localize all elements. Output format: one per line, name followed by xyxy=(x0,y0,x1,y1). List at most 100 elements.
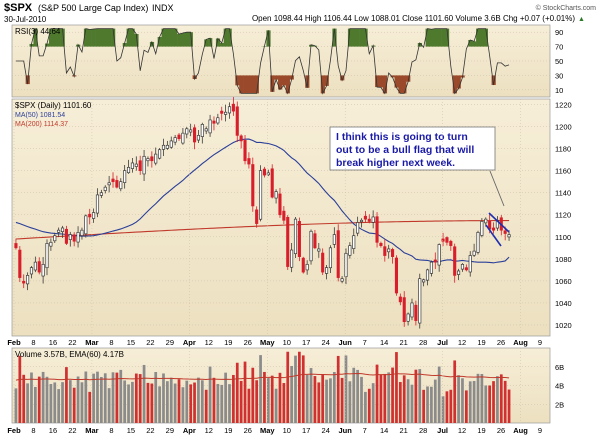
candle-body xyxy=(50,242,52,246)
rsi-overbought-fill xyxy=(96,29,100,47)
x-tick-label: 14 xyxy=(380,426,388,435)
x-tick-label: 28 xyxy=(419,338,427,347)
legend-ma200: MA(200) 1114.37 xyxy=(15,121,68,128)
candle-body xyxy=(434,260,436,262)
candle-body xyxy=(30,268,32,274)
rsi-oversold-fill xyxy=(395,75,399,87)
volume-bar xyxy=(426,386,429,423)
x-tick-label: Jun xyxy=(339,338,353,347)
candle-body xyxy=(85,216,87,234)
x-tick-label: Jul xyxy=(437,426,448,435)
rsi-overbought-fill xyxy=(103,29,107,47)
candle-body xyxy=(123,171,125,183)
chart-name: (S&P 500 Large Cap Index) xyxy=(38,3,148,13)
volume-bar xyxy=(127,384,130,423)
volume-bar xyxy=(492,381,495,423)
candle-body xyxy=(349,246,351,256)
volume-bar xyxy=(399,382,402,423)
volume-bar xyxy=(158,386,161,423)
x-tick-label: 12 xyxy=(458,338,466,347)
price-tick-label: 1180 xyxy=(555,145,571,154)
candle-body xyxy=(337,231,339,278)
candle-body xyxy=(473,251,475,255)
candle-body xyxy=(372,217,374,222)
volume-bar xyxy=(116,373,119,423)
candle-body xyxy=(411,303,413,317)
volume-bar xyxy=(34,387,37,423)
price-label: $SPX (Daily) 1101.60 xyxy=(15,101,92,110)
candle-body xyxy=(450,241,452,245)
chart-ohlc: Open 1098.44 High 1106.44 Low 1088.01 Cl… xyxy=(252,14,575,23)
rsi-overbought-fill xyxy=(165,29,169,47)
candle-body xyxy=(197,135,199,140)
x-tick-label: 29 xyxy=(166,426,174,435)
candle-body xyxy=(89,214,91,217)
volume-bar xyxy=(57,389,60,423)
volume-bar xyxy=(139,374,142,423)
x-tick-label: 17 xyxy=(302,338,310,347)
x-tick-label: Feb xyxy=(7,426,21,435)
volume-bar xyxy=(356,370,359,423)
volume-bar xyxy=(232,375,235,423)
candle-body xyxy=(275,192,277,198)
volume-bar xyxy=(224,373,227,423)
price-tick-label: 1060 xyxy=(555,277,572,286)
candle-body xyxy=(193,128,195,142)
volume-bar xyxy=(310,368,313,423)
candle-body xyxy=(481,221,483,235)
volume-tick-label: 4B xyxy=(555,382,564,391)
volume-bar xyxy=(244,362,247,423)
candle-body xyxy=(205,129,207,131)
volume-bar xyxy=(143,365,146,423)
volume-bar xyxy=(376,365,379,423)
x-tick-label: 8 xyxy=(109,426,113,435)
rsi-overbought-fill xyxy=(429,29,433,46)
x-tick-label: 9 xyxy=(538,426,542,435)
volume-bar xyxy=(147,383,150,423)
price-tick-label: 1140 xyxy=(555,189,571,198)
x-tick-label: 7 xyxy=(363,338,367,347)
volume-bar xyxy=(279,373,282,423)
candle-body xyxy=(240,136,242,141)
volume-bar xyxy=(403,375,406,423)
x-tick-label: 26 xyxy=(244,338,252,347)
x-tick-label: 19 xyxy=(224,426,232,435)
candle-body xyxy=(271,169,273,197)
volume-bar xyxy=(131,382,134,423)
candle-body xyxy=(61,228,63,232)
candle-body xyxy=(26,275,28,284)
x-tick-label: 21 xyxy=(399,426,407,435)
candle-body xyxy=(135,164,137,167)
chart-date: 30-Jul-2010 xyxy=(4,15,47,24)
candle-body xyxy=(255,210,257,224)
volume-bar xyxy=(251,368,254,423)
volume-bar xyxy=(69,380,72,423)
candle-body xyxy=(508,235,510,237)
candle-body xyxy=(54,236,56,241)
candle-body xyxy=(108,183,110,185)
volume-bar xyxy=(213,378,216,423)
volume-bar xyxy=(197,378,200,423)
volume-bar xyxy=(349,381,352,423)
volume-bar xyxy=(119,370,122,423)
rsi-tick-label: 10 xyxy=(555,86,563,95)
x-tick-label: Jun xyxy=(339,426,353,435)
candle-body xyxy=(485,219,487,223)
candle-body xyxy=(279,194,281,215)
volume-bar xyxy=(449,390,452,423)
candle-body xyxy=(92,213,94,219)
volume-bar xyxy=(407,379,410,423)
volume-bar xyxy=(333,372,336,423)
volume-bar xyxy=(282,383,285,423)
price-tick-label: 1020 xyxy=(555,321,572,330)
volume-bar xyxy=(484,385,487,423)
candle-body xyxy=(182,133,184,143)
volume-bar xyxy=(496,376,499,423)
volume-bar xyxy=(302,355,305,423)
candle-body xyxy=(232,104,234,111)
price-y-axis: 1220120011801160114011201100108010601040… xyxy=(555,101,572,330)
volume-bar xyxy=(508,390,511,423)
volume-bar xyxy=(201,380,204,423)
candle-body xyxy=(73,235,75,241)
x-tick-label: 24 xyxy=(322,338,330,347)
